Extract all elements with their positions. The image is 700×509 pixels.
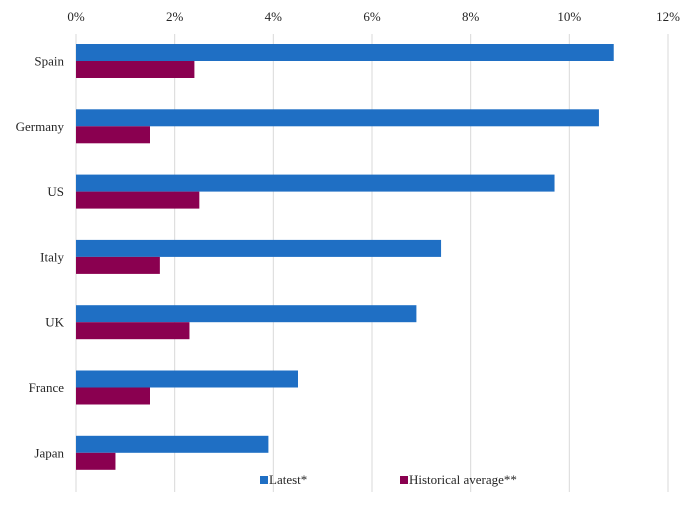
x-tick-label: 4% bbox=[265, 9, 283, 24]
x-tick-label: 10% bbox=[557, 9, 581, 24]
bar-historical-average-spain bbox=[76, 61, 195, 78]
bar-historical-average-uk bbox=[76, 322, 190, 340]
category-label: Japan bbox=[34, 445, 64, 460]
legend-swatch bbox=[260, 476, 268, 484]
legend-swatch bbox=[400, 476, 408, 484]
bar-latest-uk bbox=[76, 305, 417, 323]
bars bbox=[76, 44, 614, 470]
bar-historical-average-us bbox=[76, 191, 200, 209]
x-tick-label: 0% bbox=[67, 9, 85, 24]
category-label: France bbox=[29, 380, 65, 395]
legend-label: Latest* bbox=[269, 472, 307, 487]
bar-latest-france bbox=[76, 370, 298, 388]
bar-latest-germany bbox=[76, 109, 599, 127]
bar-historical-average-france bbox=[76, 387, 150, 405]
category-labels: Spain Germany US Italy UK France Japan bbox=[16, 54, 65, 461]
bar-latest-japan bbox=[76, 435, 269, 453]
x-tick-label: 2% bbox=[166, 9, 184, 24]
legend-label: Historical average** bbox=[409, 472, 517, 487]
x-tick-label: 8% bbox=[462, 9, 480, 24]
bar-historical-average-japan bbox=[76, 452, 116, 470]
category-label: Germany bbox=[16, 119, 65, 134]
x-tick-labels: 0% 2% 4% 6% 8% 10% 12% bbox=[67, 9, 680, 24]
bar-latest-spain bbox=[76, 44, 614, 61]
bar-historical-average-italy bbox=[76, 256, 160, 274]
category-label: UK bbox=[45, 315, 64, 330]
bar-latest-us bbox=[76, 174, 555, 192]
legend: Latest* Historical average** bbox=[260, 472, 517, 487]
bar-latest-italy bbox=[76, 239, 442, 257]
category-label: Spain bbox=[34, 54, 64, 69]
gridlines bbox=[75, 34, 669, 492]
x-tick-label: 6% bbox=[363, 9, 381, 24]
category-label: Italy bbox=[40, 249, 64, 264]
bar-historical-average-germany bbox=[76, 126, 150, 144]
x-tick-label: 12% bbox=[656, 9, 680, 24]
category-label: US bbox=[47, 184, 64, 199]
